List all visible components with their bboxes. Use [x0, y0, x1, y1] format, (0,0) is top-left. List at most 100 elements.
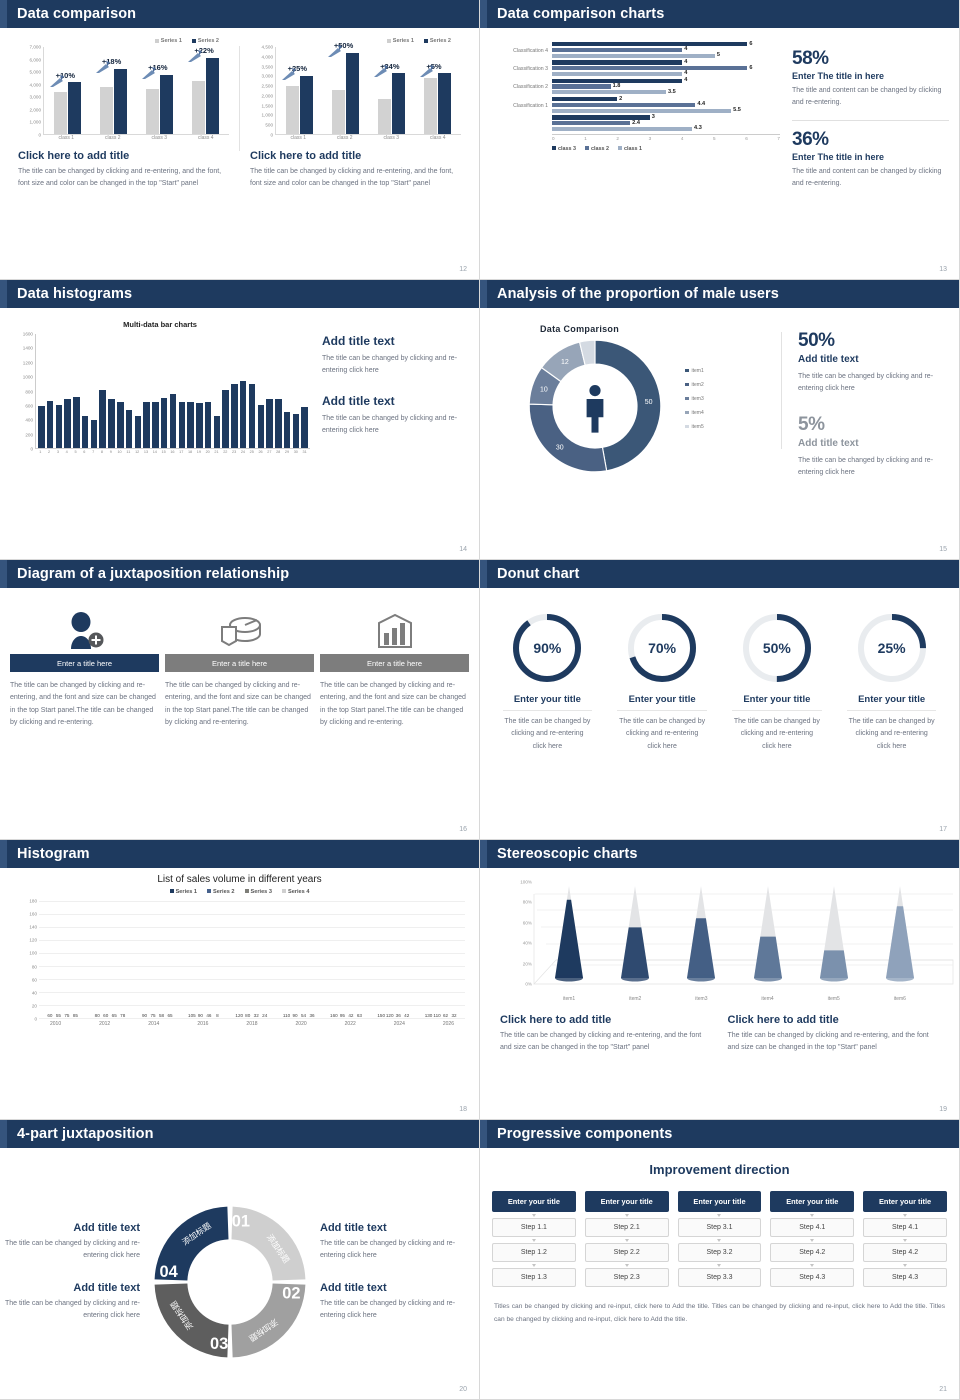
- y-tick: 3,500: [261, 64, 274, 70]
- title-button[interactable]: Enter a title here: [165, 654, 314, 672]
- ring-segment[interactable]: [154, 1283, 229, 1358]
- step-box[interactable]: Step 4.1: [770, 1218, 855, 1237]
- legend-swatch: [169, 889, 174, 893]
- ring-segment[interactable]: [154, 1206, 229, 1281]
- bar: [178, 401, 185, 448]
- arrow-down-icon: [531, 1238, 536, 1242]
- bar: 4.4: [552, 101, 705, 107]
- bar: 4: [552, 77, 687, 83]
- bar-group: +22%: [188, 45, 220, 134]
- y-tick: 4,500: [261, 44, 274, 50]
- block-title: Add title text: [320, 1221, 387, 1234]
- page-number: 19: [939, 1106, 947, 1113]
- text-block-2: Click here to add title The title can be…: [728, 1014, 940, 1055]
- cone: [549, 886, 589, 984]
- x-tick: 2020: [295, 1021, 307, 1027]
- chart-panel-right: Series 1 Series 2 4,500 4,000 3,500 3,000 2,…: [242, 38, 469, 191]
- gridline: [39, 901, 465, 902]
- right-labels: Add title text The title can be changed …: [312, 1222, 460, 1343]
- step-box[interactable]: Step 4.1: [863, 1218, 947, 1237]
- step-box[interactable]: Step 4.3: [770, 1268, 855, 1287]
- step-box[interactable]: Step 1.3: [492, 1268, 576, 1287]
- histogram-chart: Multi-data bar charts 1600 1400 1200 1000 80…: [10, 320, 310, 454]
- bar-value: 105: [188, 1012, 196, 1018]
- step-box[interactable]: Step 3.1: [677, 1218, 762, 1237]
- stat-title: Add title text: [798, 437, 859, 449]
- bar-value: 24: [262, 1012, 268, 1018]
- title-button[interactable]: Enter a title here: [10, 654, 159, 672]
- column-header-button[interactable]: Enter your title: [677, 1191, 762, 1212]
- step-box[interactable]: Step 4.3: [863, 1268, 947, 1287]
- bar: 5: [552, 52, 720, 58]
- stat-title: Add title text: [798, 354, 859, 365]
- page-number: 16: [459, 826, 467, 833]
- y-tick: 20%: [522, 961, 532, 967]
- ring-svg: [742, 614, 811, 682]
- connector: [678, 1237, 762, 1243]
- y-tick: 1400: [22, 345, 33, 351]
- label-block: Add title text The title can be changed …: [320, 1282, 460, 1323]
- y-tick: 1000: [22, 374, 33, 380]
- legend-item: Series 1: [386, 38, 414, 44]
- gridline: [39, 1018, 465, 1019]
- bar-value: 3.5: [668, 88, 676, 95]
- bar-value: 3: [651, 113, 655, 120]
- ring-segment[interactable]: [231, 1206, 306, 1281]
- step-box[interactable]: Step 4.2: [770, 1243, 855, 1262]
- bar-value: 90: [292, 1012, 298, 1018]
- growth-arrow-icon: [420, 65, 435, 78]
- step-box[interactable]: Step 2.2: [584, 1243, 669, 1262]
- slide-juxtaposition-relationship: Diagram of a juxtaposition relationship …: [0, 560, 480, 840]
- block-title: Add title text: [322, 334, 395, 348]
- step-box[interactable]: Step 3.3: [677, 1268, 762, 1287]
- donut-chart: 50 30 10 12: [525, 336, 665, 476]
- step-box[interactable]: Step 2.3: [584, 1268, 669, 1287]
- x-tick: 2022: [344, 1021, 356, 1027]
- ring-body: The title can be changed by clicking and…: [848, 718, 935, 750]
- bar-group: +5%: [420, 47, 452, 134]
- bar: 2: [552, 96, 622, 102]
- y-tick: 20: [31, 1003, 37, 1009]
- column-body: The title can be changed by clicking and…: [10, 682, 156, 726]
- connector: [678, 1262, 762, 1268]
- y-tick: 0: [270, 132, 273, 138]
- column-header-button[interactable]: Enter your title: [492, 1191, 576, 1212]
- growth-label: +22%: [194, 45, 214, 55]
- bar-series2: [113, 68, 127, 134]
- progress-ring: 50%: [741, 612, 813, 684]
- bar: [160, 398, 168, 448]
- step-box[interactable]: Step 4.2: [863, 1243, 947, 1262]
- group-label: Classification 2: [513, 84, 548, 91]
- bar-value: 4: [684, 70, 688, 77]
- legend-item: class 3: [552, 145, 576, 152]
- x-tick: 2024: [393, 1021, 405, 1027]
- x-axis: 0 1 2 3 4 5 6 7: [552, 133, 780, 141]
- step-box[interactable]: Step 1.1: [492, 1218, 576, 1237]
- step-box[interactable]: Step 1.2: [492, 1243, 576, 1262]
- page-number: 15: [939, 546, 947, 553]
- y-tick: 1,500: [261, 103, 274, 109]
- x-tick: 2026: [442, 1021, 454, 1027]
- divider: [781, 332, 782, 449]
- step-box[interactable]: Step 2.1: [584, 1218, 669, 1237]
- growth-arrow-icon: [281, 68, 296, 81]
- growth-arrow-icon: [327, 45, 342, 58]
- x-tick: class 3: [383, 135, 400, 141]
- ring-title: Enter your title: [628, 694, 696, 705]
- step-box[interactable]: Step 3.2: [677, 1243, 762, 1262]
- y-tick: 180: [29, 898, 37, 904]
- bar-series1: [99, 87, 113, 134]
- bar: [117, 402, 124, 448]
- bar: 5.5: [552, 107, 741, 113]
- bar: 3: [552, 114, 655, 120]
- stat-value: 36%: [792, 128, 829, 150]
- block-body: The title can be changed by clicking and…: [320, 1300, 456, 1320]
- chart-legend: class 3 class 2 class 1: [552, 145, 780, 152]
- chart-legend: Series 1 Series 2: [18, 38, 229, 44]
- title-button[interactable]: Enter a title here: [320, 654, 469, 672]
- ring-segment[interactable]: [231, 1283, 306, 1358]
- column-header-button[interactable]: Enter your title: [770, 1191, 855, 1212]
- bar-value: 120: [235, 1012, 244, 1018]
- column-header-button[interactable]: Enter your title: [584, 1191, 669, 1212]
- column-header-button[interactable]: Enter your title: [863, 1191, 947, 1212]
